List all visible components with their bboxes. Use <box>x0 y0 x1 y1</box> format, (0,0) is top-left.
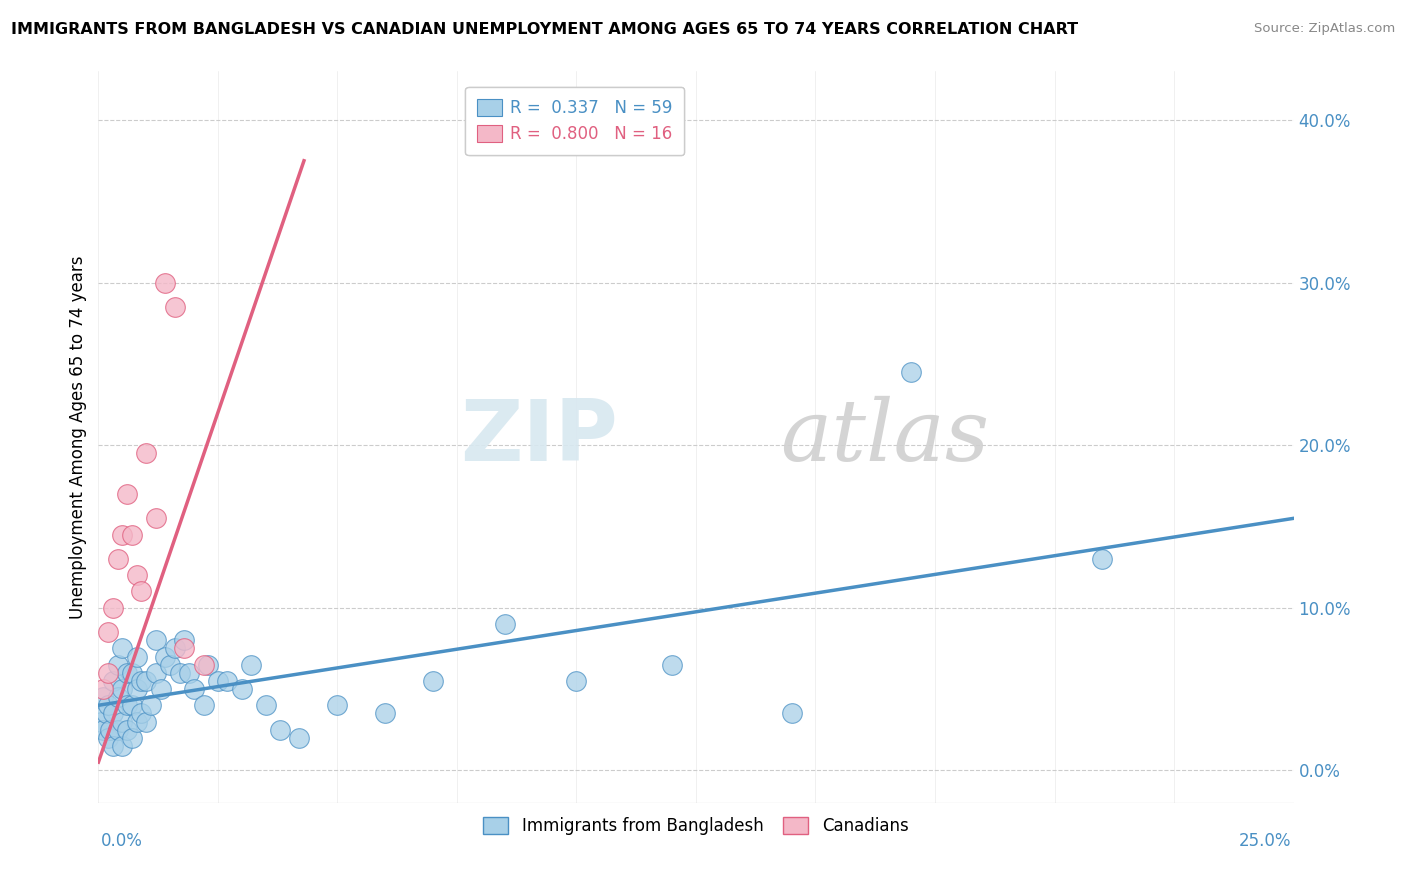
Point <box>163 641 186 656</box>
Point <box>155 649 177 664</box>
Point <box>269 723 291 737</box>
Point <box>121 731 143 745</box>
Point <box>145 665 167 680</box>
Point <box>97 731 120 745</box>
Point <box>107 723 129 737</box>
Point <box>131 673 153 688</box>
Point <box>159 657 181 672</box>
Point <box>121 698 143 713</box>
Point <box>374 706 396 721</box>
Point <box>139 698 162 713</box>
Point <box>125 714 148 729</box>
Point <box>111 714 134 729</box>
Point <box>111 641 134 656</box>
Point <box>240 657 263 672</box>
Point <box>422 673 444 688</box>
Point <box>780 706 803 721</box>
Point <box>98 723 122 737</box>
Point <box>163 300 186 314</box>
Point <box>169 665 191 680</box>
Point <box>173 633 195 648</box>
Point <box>193 698 215 713</box>
Point <box>494 617 516 632</box>
Point <box>288 731 311 745</box>
Point <box>131 706 153 721</box>
Point <box>107 690 129 705</box>
Point <box>115 665 138 680</box>
Text: atlas: atlas <box>779 396 988 478</box>
Text: IMMIGRANTS FROM BANGLADESH VS CANADIAN UNEMPLOYMENT AMONG AGES 65 TO 74 YEARS CO: IMMIGRANTS FROM BANGLADESH VS CANADIAN U… <box>11 22 1078 37</box>
Legend: Immigrants from Bangladesh, Canadians: Immigrants from Bangladesh, Canadians <box>477 811 915 842</box>
Point <box>135 714 157 729</box>
Point <box>90 714 112 729</box>
Point <box>565 673 588 688</box>
Point <box>91 690 114 705</box>
Point <box>107 657 129 672</box>
Point <box>149 681 172 696</box>
Point <box>183 681 205 696</box>
Point <box>111 527 134 541</box>
Point <box>121 665 143 680</box>
Point <box>121 527 143 541</box>
Point <box>145 633 167 648</box>
Point <box>101 739 124 753</box>
Point <box>231 681 253 696</box>
Point <box>254 698 277 713</box>
Point <box>131 584 153 599</box>
Point <box>101 673 124 688</box>
Point <box>115 698 138 713</box>
Point <box>135 673 157 688</box>
Point <box>197 657 219 672</box>
Point <box>155 276 177 290</box>
Point <box>97 625 120 640</box>
Point <box>125 649 148 664</box>
Text: Source: ZipAtlas.com: Source: ZipAtlas.com <box>1254 22 1395 36</box>
Point <box>91 681 114 696</box>
Point <box>115 487 138 501</box>
Point <box>94 706 117 721</box>
Point <box>125 681 148 696</box>
Y-axis label: Unemployment Among Ages 65 to 74 years: Unemployment Among Ages 65 to 74 years <box>69 255 87 619</box>
Point <box>326 698 349 713</box>
Point <box>173 641 195 656</box>
Text: 25.0%: 25.0% <box>1239 832 1291 850</box>
Point <box>135 446 157 460</box>
Point <box>115 723 138 737</box>
Point <box>207 673 229 688</box>
Point <box>101 600 124 615</box>
Point <box>193 657 215 672</box>
Point <box>217 673 239 688</box>
Point <box>125 568 148 582</box>
Point <box>111 681 134 696</box>
Point <box>900 365 922 379</box>
Point <box>145 511 167 525</box>
Point <box>107 552 129 566</box>
Text: 0.0%: 0.0% <box>101 832 142 850</box>
Point <box>179 665 201 680</box>
Point <box>661 657 683 672</box>
Point <box>91 723 114 737</box>
Text: ZIP: ZIP <box>461 395 619 479</box>
Point <box>101 706 124 721</box>
Point <box>97 665 120 680</box>
Point <box>97 698 120 713</box>
Point <box>1091 552 1114 566</box>
Point <box>111 739 134 753</box>
